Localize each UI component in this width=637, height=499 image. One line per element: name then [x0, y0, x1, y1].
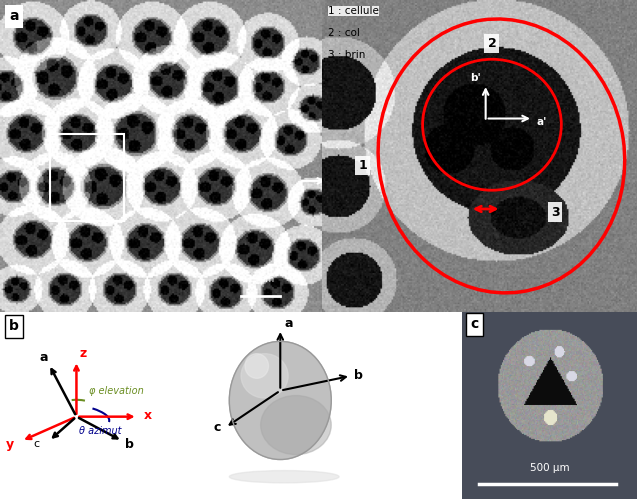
- Text: b: b: [354, 369, 363, 382]
- Text: x: x: [144, 409, 152, 422]
- Text: z: z: [80, 347, 87, 360]
- Ellipse shape: [261, 396, 331, 455]
- Ellipse shape: [229, 471, 339, 483]
- Text: a: a: [10, 9, 19, 23]
- Text: φ elevation: φ elevation: [89, 386, 143, 396]
- Text: θ azimut: θ azimut: [80, 426, 122, 436]
- Text: a: a: [284, 317, 292, 330]
- Text: b': b': [470, 73, 481, 83]
- Text: y: y: [6, 439, 14, 452]
- Text: 2: 2: [487, 37, 496, 50]
- Text: c: c: [213, 421, 221, 434]
- Text: b: b: [9, 319, 19, 333]
- Text: 500 μm: 500 μm: [529, 463, 569, 473]
- Text: a': a': [536, 117, 547, 127]
- Text: 2 : col: 2 : col: [328, 28, 360, 38]
- Text: 3 : brin: 3 : brin: [328, 50, 366, 60]
- Text: a: a: [39, 350, 48, 364]
- Bar: [50, 134, 124, 222]
- Text: 3: 3: [551, 206, 559, 219]
- Text: c: c: [34, 439, 39, 449]
- Text: b: b: [125, 439, 134, 452]
- Ellipse shape: [241, 354, 288, 398]
- Ellipse shape: [229, 341, 331, 460]
- Text: c: c: [471, 317, 479, 331]
- Text: 1 mm: 1 mm: [248, 275, 274, 284]
- Text: 1 : cellule: 1 : cellule: [328, 6, 379, 16]
- Ellipse shape: [245, 354, 269, 378]
- Text: 1: 1: [358, 159, 367, 172]
